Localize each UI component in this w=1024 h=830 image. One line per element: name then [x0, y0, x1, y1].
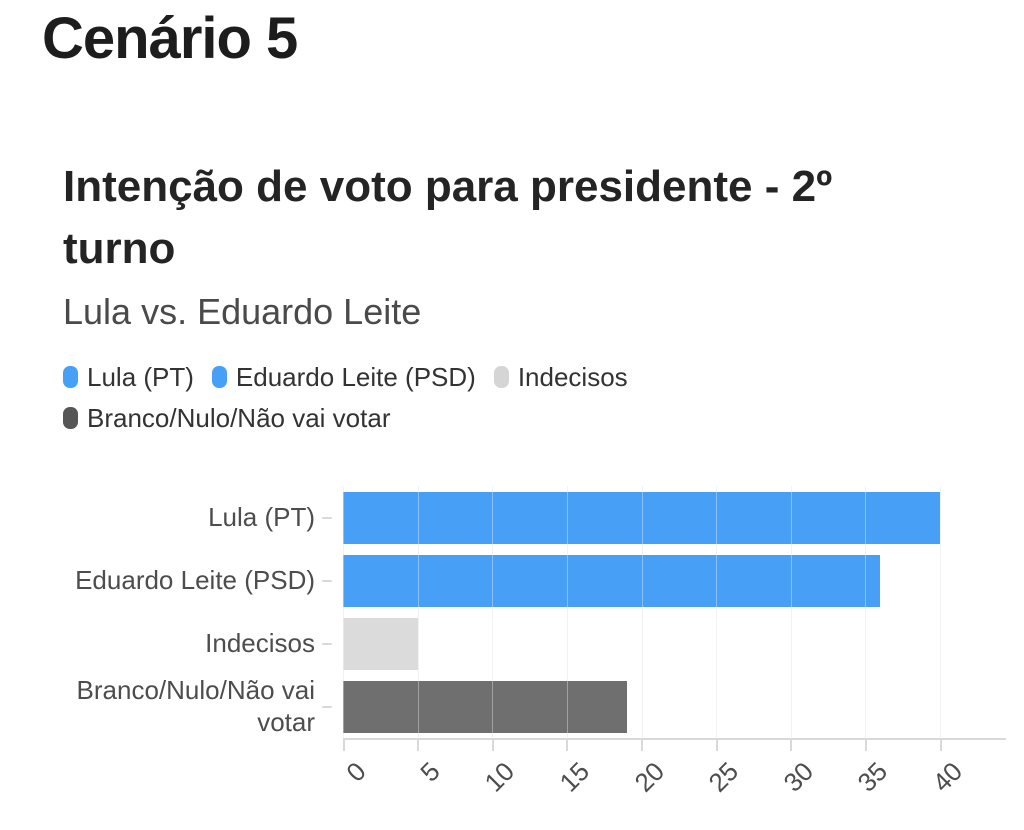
bar — [343, 617, 418, 670]
x-axis-tick-mark — [939, 738, 942, 751]
gridline-overlay — [716, 486, 718, 738]
x-axis-tick-label: 15 — [553, 756, 596, 798]
gridline-overlay — [641, 486, 643, 738]
x-axis-tick-mark — [566, 738, 569, 751]
gridline-overlay — [940, 486, 941, 738]
x-axis-tick-label: 30 — [777, 756, 819, 798]
category-label: Indecisos — [205, 627, 315, 658]
x-axis-tick-mark — [790, 738, 793, 751]
gridline-overlay — [417, 486, 419, 738]
legend-label: Branco/Nulo/Não vai votar — [87, 403, 391, 433]
gridline — [343, 486, 344, 738]
legend-item: Indecisos — [493, 360, 628, 394]
x-axis-tick-mark — [641, 738, 643, 751]
category-tick-mark — [322, 642, 332, 645]
chart-title: Intenção de voto para presidente - 2º tu… — [63, 162, 833, 273]
gridline — [492, 486, 494, 738]
chart-subtitle: Lula vs. Eduardo Leite — [63, 291, 422, 332]
category-label: Branco/Nulo/Não vai votar — [76, 675, 315, 737]
page-title: Cenário 5 — [42, 6, 298, 71]
x-axis-tick-mark — [864, 738, 867, 751]
gridline — [641, 486, 643, 738]
legend-label: Eduardo Leite (PSD) — [235, 362, 476, 392]
legend-swatch-icon — [493, 366, 509, 388]
x-axis-tick-mark — [342, 738, 345, 751]
category-label-row: Indecisos — [40, 612, 332, 675]
x-axis-tick-mark — [491, 738, 494, 751]
x-axis-tick-mark — [715, 738, 718, 751]
x-axis-tick-label: 25 — [702, 756, 745, 798]
legend-label: Lula (PT) — [87, 362, 194, 392]
gridline-overlay — [492, 486, 494, 738]
category-label-row: Eduardo Leite (PSD) — [40, 549, 332, 612]
bar — [343, 680, 627, 733]
x-axis-tick-label: 10 — [478, 756, 521, 798]
legend-item: Lula (PT) — [63, 360, 194, 394]
gridline — [940, 486, 941, 738]
legend-swatch-icon — [63, 407, 78, 429]
bar — [343, 491, 940, 544]
category-tick-mark — [322, 516, 332, 519]
gridline-overlay — [790, 486, 792, 738]
gridline — [790, 486, 792, 738]
x-axis-line — [343, 738, 1006, 740]
category-label: Eduardo Leite (PSD) — [75, 564, 315, 595]
legend-label: Indecisos — [517, 362, 628, 392]
gridline-overlay — [343, 486, 344, 738]
gridline — [566, 486, 568, 738]
x-axis-tick-label: 20 — [628, 756, 670, 798]
category-axis-labels: Lula (PT) Eduardo Leite (PSD) Indecisos Bra… — [40, 486, 332, 738]
category-label-row: Lula (PT) — [40, 486, 332, 549]
bar-chart-plot-area: 0 5 10 15 20 25 30 35 40 — [340, 486, 1006, 798]
bar — [343, 554, 881, 607]
gridline-overlay — [566, 486, 568, 738]
x-axis-tick-label: 5 — [414, 756, 446, 788]
legend-item: Eduardo Leite (PSD) — [211, 360, 476, 394]
gridline — [865, 486, 867, 738]
category-tick-mark — [322, 579, 332, 582]
x-axis-tick-label: 40 — [926, 756, 969, 798]
gridline — [417, 486, 419, 738]
legend: Lula (PT) Eduardo Leite (PSD) Indecisos Bra… — [63, 360, 723, 435]
gridline-overlay — [865, 486, 867, 738]
x-axis-tick-label: 0 — [339, 756, 372, 788]
legend-item: Branco/Nulo/Não vai votar — [63, 401, 390, 435]
gridline — [716, 486, 718, 738]
x-axis-tick-label: 35 — [851, 756, 894, 798]
legend-swatch-icon — [211, 366, 227, 388]
legend-swatch-icon — [63, 366, 78, 388]
category-label-row: Branco/Nulo/Não vai votar — [40, 675, 332, 738]
category-tick-mark — [322, 705, 332, 708]
category-label: Lula (PT) — [208, 501, 315, 532]
x-axis-tick-mark — [417, 738, 420, 751]
